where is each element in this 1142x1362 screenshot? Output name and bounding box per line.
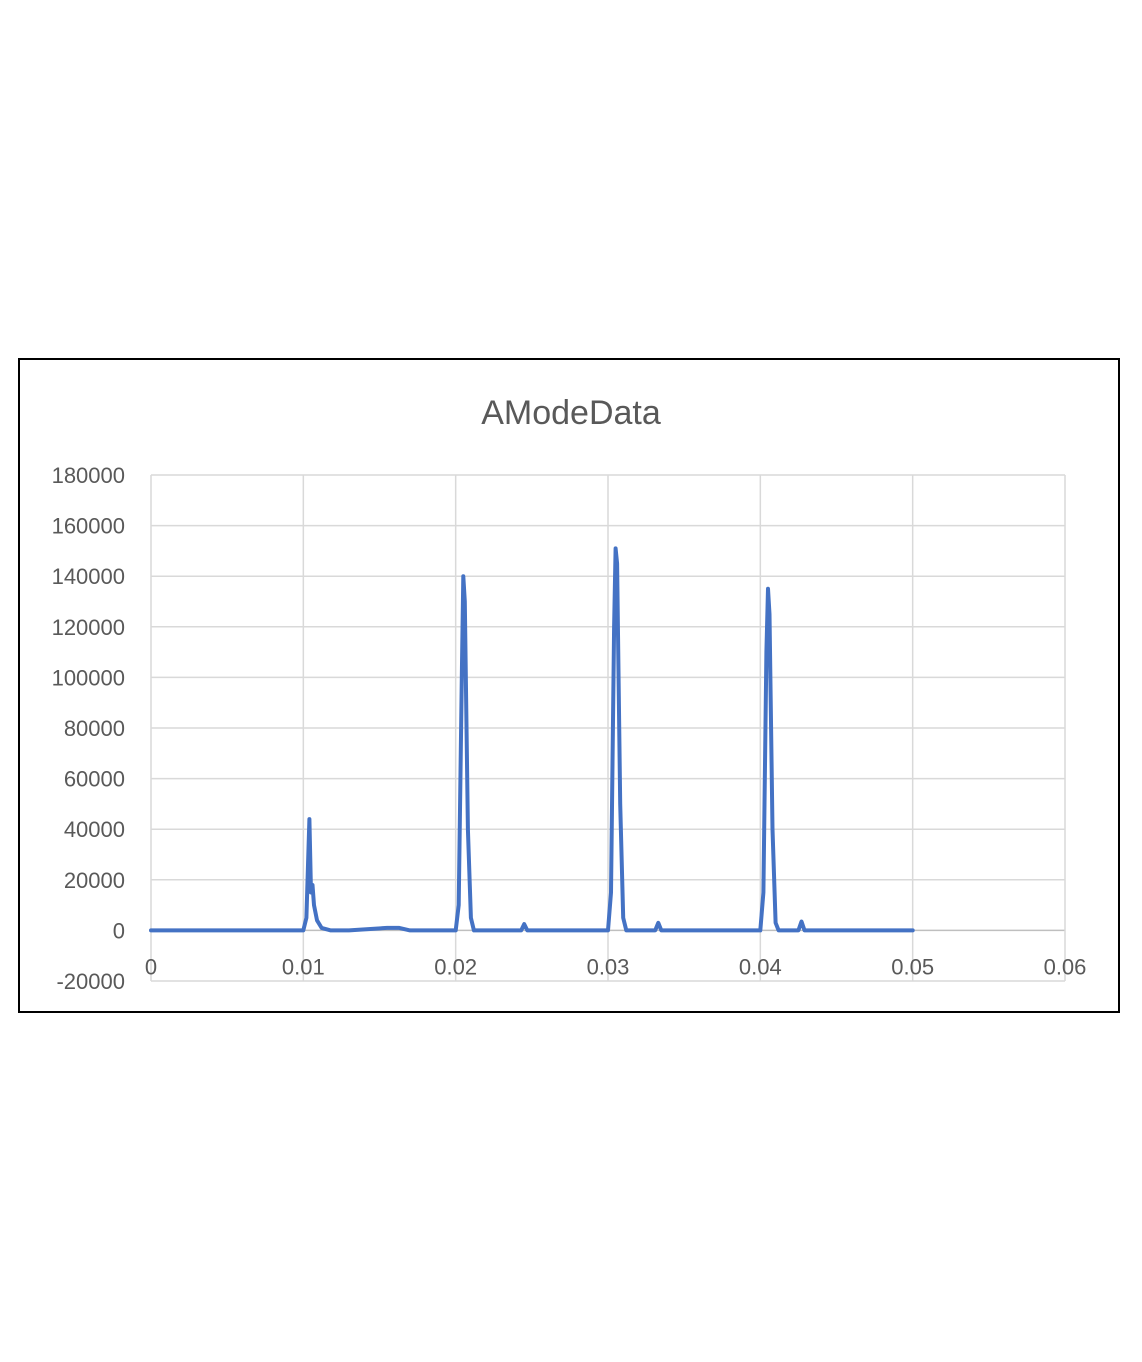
x-tick-label: 0.03 (587, 954, 630, 979)
y-tick-label: 180000 (52, 463, 125, 488)
chart-frame: AModeData -20000 0 20000 40000 60000 80000 100… (18, 358, 1120, 1013)
x-tick-label: 0.01 (282, 954, 325, 979)
chart-title: AModeData (481, 394, 661, 432)
y-tick-label: 60000 (64, 767, 125, 792)
x-axis-ticks: 0 0.01 0.02 0.03 0.04 0.05 0.06 (145, 954, 1087, 979)
y-tick-label: 20000 (64, 868, 125, 893)
y-axis-ticks: -20000 0 20000 40000 60000 80000 100000 120000 1… (52, 463, 125, 994)
series-layer (149, 546, 915, 933)
y-tick-label: 0 (113, 918, 125, 943)
y-tick-label: 100000 (52, 665, 125, 690)
y-tick-label: 40000 (64, 817, 125, 842)
series-line (149, 546, 915, 933)
chart-svg: AModeData -20000 0 20000 40000 60000 80000 100… (52, 394, 1087, 994)
y-tick-label: -20000 (56, 969, 125, 994)
grid (150, 474, 1066, 982)
x-tick-label: 0.06 (1044, 954, 1087, 979)
x-tick-label: 0.02 (434, 954, 477, 979)
y-tick-label: 140000 (52, 564, 125, 589)
x-tick-label: 0.04 (739, 954, 782, 979)
y-tick-label: 160000 (52, 514, 125, 539)
y-tick-label: 120000 (52, 615, 125, 640)
y-tick-label: 80000 (64, 716, 125, 741)
x-tick-label: 0 (145, 954, 157, 979)
x-tick-label: 0.05 (891, 954, 934, 979)
